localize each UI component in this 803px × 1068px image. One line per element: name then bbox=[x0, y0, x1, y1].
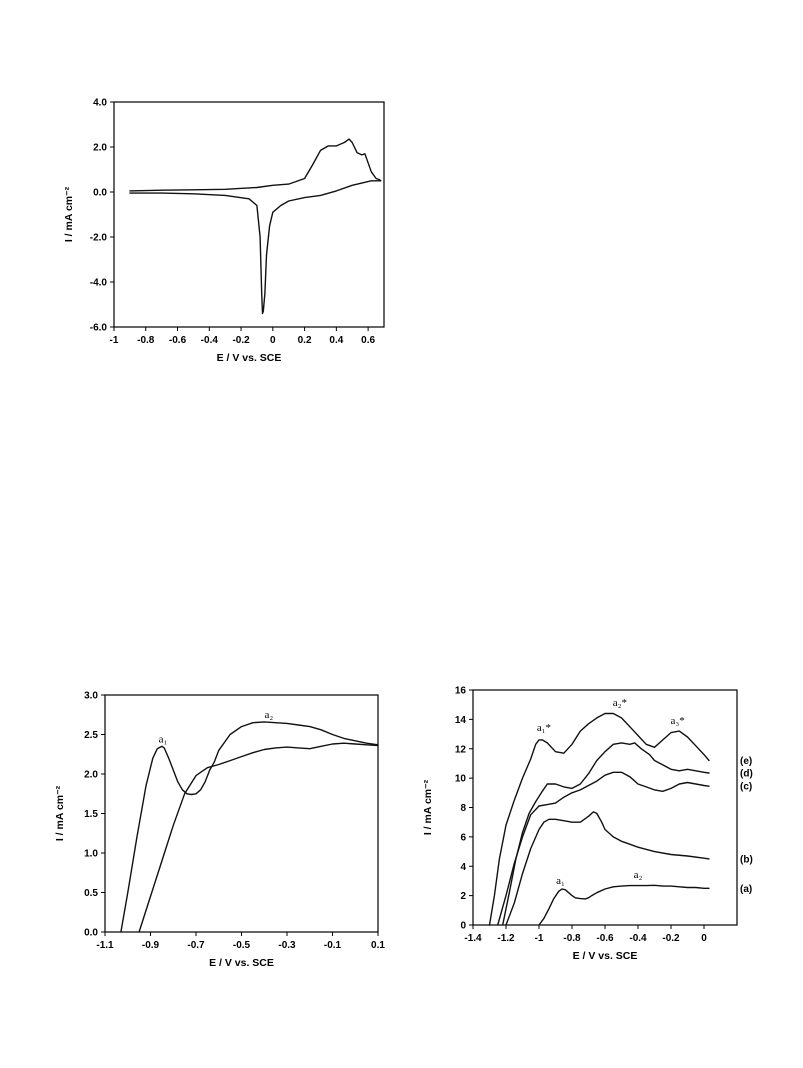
chart-3-series-label: (b) bbox=[740, 854, 753, 865]
chart-3-x-tick-label: -1.2 bbox=[497, 933, 515, 944]
chart-3-x-tick-label: -0.2 bbox=[662, 933, 680, 944]
chart-1-x-tick-label: -0.8 bbox=[137, 335, 155, 346]
chart-3-y-tick-label: 10 bbox=[455, 774, 467, 785]
chart-3-series-3-line bbox=[497, 771, 710, 926]
chart-3-series-4-line bbox=[502, 742, 710, 926]
chart-2-series-2-line bbox=[138, 742, 379, 933]
chart-1-x-tick-label: 0.4 bbox=[329, 335, 343, 346]
chart-2-x-tick-label: -0.1 bbox=[324, 940, 342, 951]
chart-3-series-label: (c) bbox=[740, 782, 752, 793]
chart-1-x-tick-label: 0.6 bbox=[361, 335, 375, 346]
chart-3-peak-annotation: a₁ bbox=[556, 875, 565, 887]
chart-3-series-5-line bbox=[488, 712, 710, 926]
chart-2-series-1-line bbox=[120, 721, 379, 933]
chart-3-x-tick-label: -1 bbox=[535, 933, 544, 944]
chart-3-series-label: (a) bbox=[740, 884, 752, 895]
chart-3: -1.4 -1.2 -1 -0.8 -0.6 -0.4 -0.2 0 16 14 12 10 8 6 4 2 0… bbox=[422, 686, 753, 963]
chart-3-peak-annotation: a₂* bbox=[613, 697, 627, 709]
chart-1-x-tick-label: 0 bbox=[270, 335, 276, 346]
chart-3-series-label: (e) bbox=[740, 756, 752, 767]
chart-3-y-tick-label: 2 bbox=[460, 891, 466, 902]
chart-3-y-tick-label: 6 bbox=[460, 832, 466, 843]
chart-1-x-tick-label: -0.6 bbox=[169, 335, 187, 346]
chart-1-x-axis-label: E / V vs. SCE bbox=[217, 352, 282, 364]
chart-2-peak-annotation: a₁ bbox=[159, 733, 168, 745]
chart-3-y-tick-label: 16 bbox=[455, 686, 467, 697]
chart-1-x-tick-label: -1 bbox=[110, 335, 119, 346]
chart-3-x-tick-label: -0.6 bbox=[596, 933, 614, 944]
chart-1-y-tick-label: 0.0 bbox=[93, 188, 107, 199]
chart-3-y-tick-label: 4 bbox=[460, 862, 466, 873]
chart-1-y-tick-label: -4.0 bbox=[90, 278, 108, 289]
chart-3-y-tick-label: 8 bbox=[460, 803, 466, 814]
chart-1-y-tick-label: 2.0 bbox=[93, 143, 107, 154]
chart-2-x-axis-label: E / V vs. SCE bbox=[209, 957, 274, 969]
chart-3-peak-annotation: a₃* bbox=[670, 715, 684, 727]
chart-1-y-tick-label: -2.0 bbox=[90, 233, 108, 244]
chart-3-x-tick-label: 0 bbox=[701, 933, 707, 944]
chart-2-y-tick-label: 3.0 bbox=[84, 691, 98, 702]
chart-2: -1.1 -0.9 -0.7 -0.5 -0.3 -0.1 0.1 3.0 2.5 2.0 1.5 1… bbox=[54, 691, 385, 970]
chart-1-series-1-line bbox=[129, 138, 382, 315]
chart-1-x-tick-label: 0.2 bbox=[298, 335, 312, 346]
chart-3-series-1-line bbox=[538, 884, 710, 926]
chart-2-x-tick-label: -0.5 bbox=[233, 940, 251, 951]
chart-1-y-axis-label: I / mA cm⁻² bbox=[63, 186, 75, 242]
chart-3-x-axis-label: E / V vs. SCE bbox=[573, 950, 638, 962]
chart-1: -1 -0.8 -0.6 -0.4 -0.2 0 0.2 0.4 0.6 4.0 2.0 0.0 -2.… bbox=[63, 98, 385, 364]
chart-3-y-axis-label: I / mA cm⁻² bbox=[422, 779, 434, 835]
chart-2-y-tick-label: 1.0 bbox=[84, 849, 98, 860]
chart-2-x-tick-label: -1.1 bbox=[96, 940, 114, 951]
chart-2-y-axis-label: I / mA cm⁻² bbox=[54, 785, 66, 841]
chart-3-x-tick-label: -0.8 bbox=[563, 933, 581, 944]
chart-3-x-tick-label: -0.4 bbox=[629, 933, 647, 944]
chart-2-y-tick-label: 1.5 bbox=[84, 809, 98, 820]
chart-2-y-tick-label: 2.0 bbox=[84, 770, 98, 781]
chart-2-x-tick-label: 0.1 bbox=[371, 940, 385, 951]
chart-3-y-tick-label: 0 bbox=[460, 921, 466, 932]
chart-2-y-tick-label: 0.5 bbox=[84, 888, 98, 899]
chart-2-x-tick-label: -0.3 bbox=[278, 940, 296, 951]
chart-3-peak-annotation: a₁* bbox=[537, 722, 551, 734]
chart-1-x-tick-label: -0.4 bbox=[201, 335, 219, 346]
chart-2-x-tick-label: -0.9 bbox=[142, 940, 160, 951]
chart-1-plot-frame bbox=[113, 101, 385, 328]
chart-1-x-tick-label: -0.2 bbox=[232, 335, 250, 346]
chart-1-y-tick-label: -6.0 bbox=[90, 323, 108, 334]
chart-2-y-tick-label: 2.5 bbox=[84, 730, 98, 741]
chart-3-series-label: (d) bbox=[740, 768, 753, 779]
chart-1-y-tick-label: 4.0 bbox=[93, 98, 107, 109]
chart-3-y-tick-label: 12 bbox=[455, 744, 467, 755]
chart-2-plot-frame bbox=[104, 694, 379, 933]
chart-3-peak-annotation: a₂ bbox=[634, 869, 643, 881]
chart-2-peak-annotation: a₂ bbox=[264, 709, 273, 721]
chart-3-series-2-line bbox=[505, 811, 710, 926]
chart-3-y-tick-label: 14 bbox=[455, 715, 467, 726]
chart-2-y-tick-label: 0.0 bbox=[84, 928, 98, 939]
chart-3-x-tick-label: -1.4 bbox=[464, 933, 482, 944]
chart-2-x-tick-label: -0.7 bbox=[187, 940, 205, 951]
